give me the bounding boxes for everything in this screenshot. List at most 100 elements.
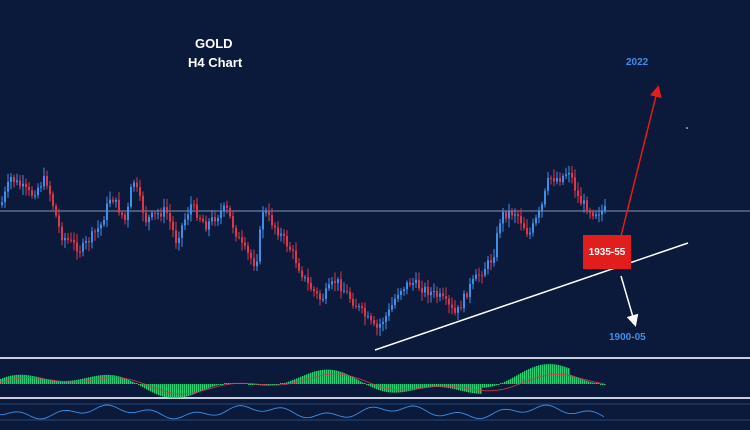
candle-body <box>145 212 147 223</box>
candle-body <box>337 279 339 284</box>
candle-body <box>373 320 375 324</box>
panel-separator-middle <box>0 397 750 399</box>
candle-body <box>595 214 597 217</box>
histogram-bar <box>328 369 330 384</box>
histogram-bar <box>230 383 232 384</box>
candle-body <box>439 293 441 297</box>
candle-body <box>442 293 444 297</box>
candle-body <box>604 206 606 211</box>
histogram-bar <box>36 376 38 384</box>
histogram-bar <box>248 384 250 385</box>
histogram-bar <box>136 383 138 384</box>
candle-body <box>367 315 369 317</box>
histogram-bar <box>274 384 276 386</box>
candle-body <box>577 190 579 196</box>
histogram-bar <box>28 375 30 384</box>
candle-body <box>61 226 63 241</box>
histogram-signal-line <box>0 373 605 395</box>
histogram-bar <box>504 381 506 384</box>
histogram-bar <box>432 384 434 388</box>
candle-body <box>220 211 222 219</box>
histogram-bar <box>46 378 48 384</box>
histogram-bar <box>418 384 420 390</box>
histogram-bar <box>342 372 344 384</box>
histogram-bar <box>358 380 360 384</box>
histogram-bar <box>544 364 546 384</box>
marker-dot <box>686 127 688 129</box>
histogram-bar <box>478 384 480 394</box>
histogram-bar <box>580 378 582 384</box>
candle-body <box>118 199 120 213</box>
candle-body <box>415 279 417 284</box>
candle-body <box>247 245 249 253</box>
candle-body <box>364 308 366 317</box>
histogram-bar <box>392 384 394 393</box>
candle-body <box>160 213 162 217</box>
candle-body <box>496 233 498 258</box>
histogram-bar <box>500 383 502 384</box>
candle-body <box>532 223 534 233</box>
histogram-bar <box>596 383 598 384</box>
candle-body <box>112 199 114 202</box>
candle-body <box>421 288 423 293</box>
candle-body <box>70 239 72 241</box>
histogram-bar <box>222 384 224 385</box>
histogram-bar <box>408 384 410 392</box>
histogram-bar <box>256 384 258 386</box>
histogram-bar <box>142 384 144 388</box>
histogram-bar <box>494 384 496 386</box>
histogram-bar <box>356 379 358 384</box>
candle-body <box>382 322 384 325</box>
histogram-bar <box>346 374 348 384</box>
candle-body <box>256 261 258 267</box>
candle-body <box>565 174 567 176</box>
histogram-bar <box>530 368 532 384</box>
candle-body <box>286 235 288 247</box>
candle-body <box>238 236 240 238</box>
histogram-bar <box>126 378 128 384</box>
candle-body <box>508 211 510 219</box>
candle-body <box>514 214 516 216</box>
candle-body <box>505 212 507 219</box>
candle-body <box>157 213 159 215</box>
candle-body <box>58 215 60 227</box>
candle-body <box>163 207 165 217</box>
candle-body <box>409 282 411 285</box>
histogram-bar <box>314 371 316 384</box>
candle-body <box>418 279 420 289</box>
histogram-bar <box>166 384 168 398</box>
candle-body <box>124 214 126 221</box>
histogram-bar <box>164 384 166 398</box>
histogram-bar <box>480 384 482 394</box>
candle-body <box>193 204 195 206</box>
histogram-bar <box>604 384 606 385</box>
candle-body <box>424 286 426 293</box>
candle-body <box>598 214 600 216</box>
candle-body <box>16 180 18 183</box>
candle-body <box>55 206 57 216</box>
histogram-bar <box>54 380 56 384</box>
candle-body <box>7 181 9 192</box>
histogram-bar <box>540 364 542 384</box>
histogram-bar <box>118 376 120 384</box>
histogram-bar <box>332 369 334 384</box>
histogram-bar <box>216 384 218 386</box>
candle-body <box>109 199 111 204</box>
candle-body <box>571 172 573 178</box>
histogram-bar <box>318 370 320 384</box>
candle-body <box>472 278 474 284</box>
candle-body <box>394 298 396 306</box>
histogram-bar <box>180 384 182 398</box>
candle-body <box>403 289 405 291</box>
histogram-bar <box>406 384 408 392</box>
candle-body <box>262 212 264 230</box>
candle-body <box>4 191 6 203</box>
histogram-bar <box>300 376 302 384</box>
bearish-arrow <box>620 275 639 327</box>
candle-body <box>76 242 78 252</box>
histogram-bar <box>510 378 512 384</box>
histogram-bar <box>344 373 346 384</box>
histogram-bar <box>182 384 184 398</box>
histogram-bar <box>144 384 146 389</box>
candle-body <box>481 275 483 277</box>
